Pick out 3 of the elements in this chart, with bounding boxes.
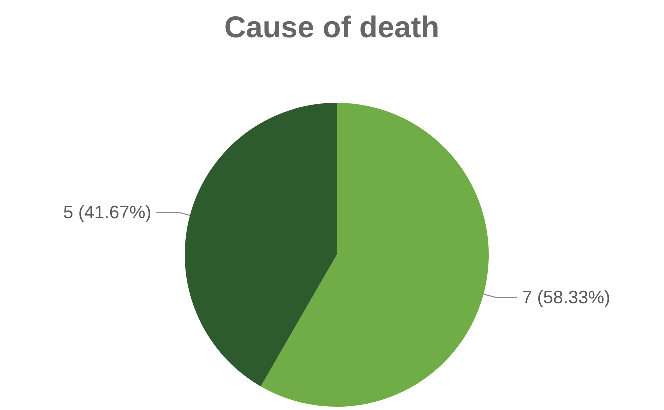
data-label: 7 (58.33%) <box>522 287 610 308</box>
data-label: 5 (41.67%) <box>64 202 152 223</box>
chart-title: Cause of death <box>224 12 440 44</box>
